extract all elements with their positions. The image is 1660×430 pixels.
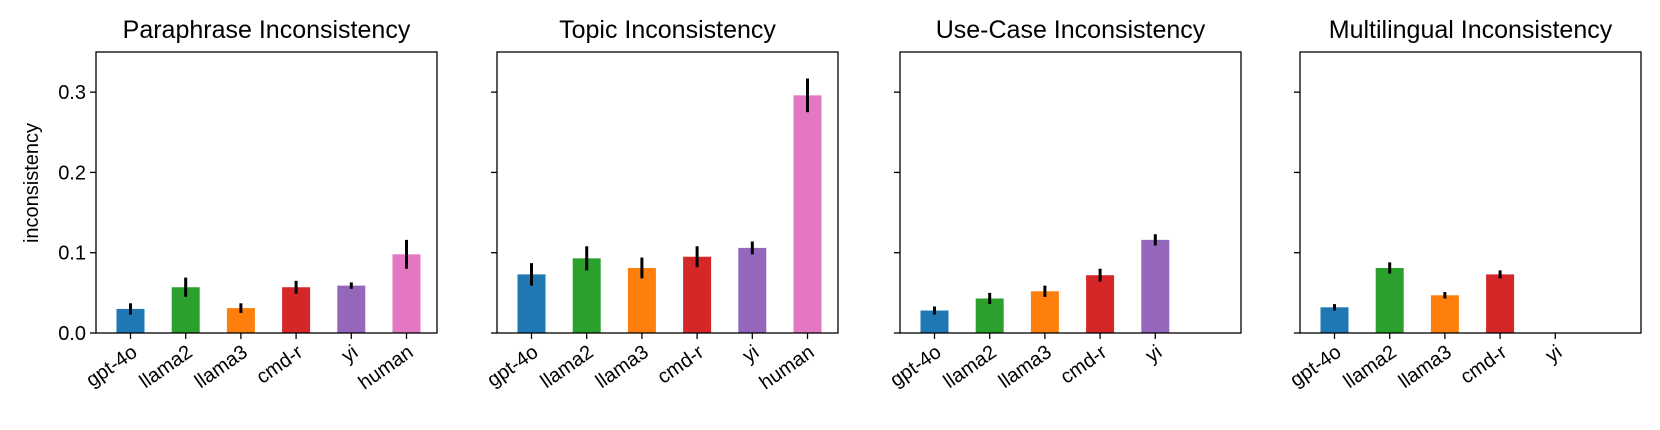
chart-title: Topic Inconsistency	[559, 16, 776, 44]
bar-gpt-4o	[1320, 307, 1349, 333]
x-tick-label: llama2	[537, 341, 598, 393]
chart-panel-3: Use-Case Inconsistency gpt-4ollama2llama3…	[886, 16, 1242, 393]
x-tick-label: gpt-4o	[483, 341, 542, 392]
x-tick-label: human	[756, 341, 819, 394]
bar-cmd-r	[282, 287, 311, 333]
bar-llama2	[1375, 267, 1404, 333]
bar-human	[793, 95, 822, 334]
x-tick-label: llama3	[592, 341, 653, 393]
bar-llama2	[572, 258, 601, 333]
plot-frame	[95, 51, 438, 334]
bar-gpt-4o	[920, 310, 949, 333]
y-tick-label: 0.1	[58, 243, 86, 265]
x-tick-label: cmd-r	[1056, 341, 1111, 389]
bar-cmd-r	[683, 256, 712, 333]
y-tick-label: 0.3	[58, 82, 86, 104]
y-tick-label: 0.2	[58, 162, 86, 184]
bar-yi	[337, 285, 366, 333]
x-tick-label: gpt-4o	[1286, 341, 1345, 392]
x-tick-label: llama3	[995, 341, 1056, 393]
bar-llama2	[975, 298, 1004, 333]
x-tick-label: llama2	[136, 341, 197, 393]
x-tick-label: yi	[338, 341, 362, 367]
bar-cmd-r	[1486, 274, 1515, 333]
bar-llama3	[1430, 295, 1459, 333]
bar-cmd-r	[1086, 275, 1115, 333]
x-tick-label: llama3	[191, 341, 252, 393]
plot-frame	[899, 51, 1242, 334]
bar-yi	[1141, 239, 1170, 333]
x-tick-label: llama2	[940, 341, 1001, 393]
chart-title: Multilingual Inconsistency	[1329, 16, 1613, 44]
chart-title: Use-Case Inconsistency	[936, 16, 1206, 44]
x-tick-label: gpt-4o	[886, 341, 945, 392]
x-tick-label: llama2	[1340, 341, 1401, 393]
x-tick-label: human	[355, 341, 418, 394]
chart-title: Paraphrase Inconsistency	[123, 16, 411, 44]
y-tick-label: 0.0	[58, 323, 86, 345]
x-tick-label: gpt-4o	[82, 341, 141, 392]
bar-llama3	[1030, 291, 1059, 333]
plot-frame	[1299, 51, 1642, 334]
x-tick-label: yi	[1142, 341, 1166, 367]
chart-panel-4: Multilingual Inconsistency gpt-4ollama2ll…	[1286, 16, 1642, 393]
x-tick-label: llama3	[1395, 341, 1456, 393]
bar-llama3	[627, 267, 656, 333]
x-tick-label: cmd-r	[1456, 341, 1511, 389]
plot-frame	[496, 51, 839, 334]
y-axis-label: inconsistency	[21, 123, 43, 243]
bar-yi	[738, 247, 767, 333]
x-tick-label: cmd-r	[252, 341, 307, 389]
chart-panel-1: Paraphrase Inconsistency 0.0 0.1 0.2 0.3 gpt-…	[58, 16, 438, 394]
x-tick-label: yi	[739, 341, 763, 367]
x-tick-label: cmd-r	[653, 341, 708, 389]
x-tick-label: yi	[1542, 341, 1566, 367]
